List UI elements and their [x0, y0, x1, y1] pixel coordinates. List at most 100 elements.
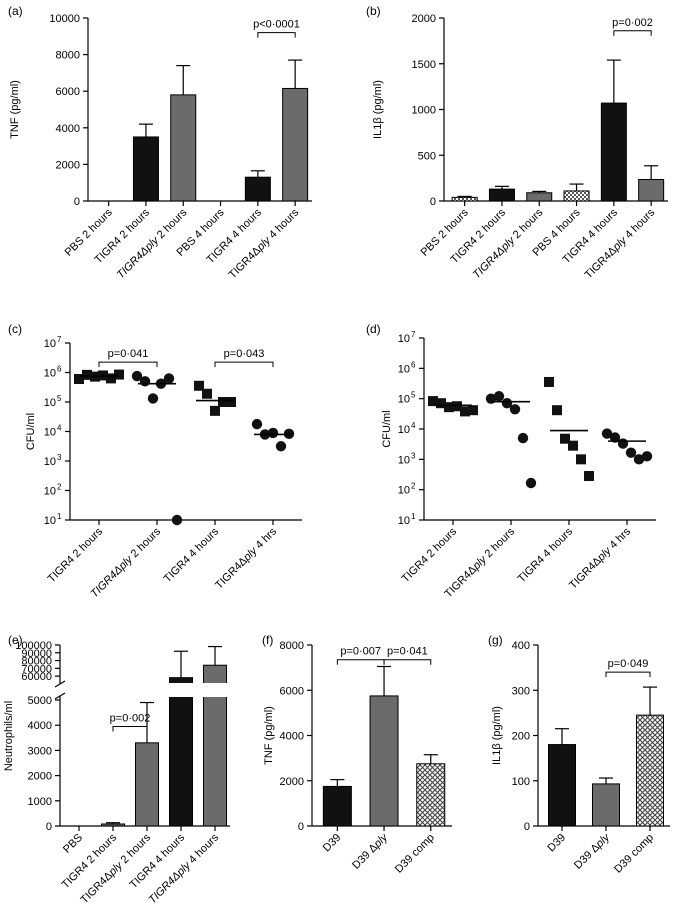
y-tick-label: 6000 [280, 685, 304, 697]
data-point [601, 428, 613, 439]
y-tick-label: 10 [44, 397, 56, 409]
panel-label: (f) [262, 633, 273, 647]
significance-bracket [98, 361, 158, 368]
p-value-label: p=0·002 [612, 17, 653, 29]
y-tick-label: 10 [398, 454, 410, 466]
data-point [517, 432, 529, 444]
y-tick-label: 4000 [28, 720, 52, 732]
y-tick-label: 10 [44, 515, 56, 527]
bar-break-gap [167, 683, 195, 697]
y-tick-exponent: 7 [57, 335, 62, 344]
y-tick-label: 10 [44, 368, 56, 380]
y-tick-exponent: 4 [57, 424, 62, 433]
y-tick-label: 10 [398, 363, 410, 375]
y-tick-label: 5000 [28, 695, 52, 707]
data-point [584, 471, 594, 482]
data-point [202, 388, 212, 399]
panel-label: (c) [8, 322, 22, 336]
y-tick-label: 2000 [28, 771, 52, 783]
data-point [139, 376, 151, 387]
significance-bracket [257, 32, 296, 38]
panel-label: (e) [8, 633, 23, 647]
y-tick-label: 0 [46, 821, 52, 833]
p-value-label: p=0·049 [608, 658, 649, 670]
data-point [82, 369, 92, 380]
bar [638, 178, 665, 202]
x-tick-label: TIGR4 2 hours [400, 525, 460, 585]
p-value-label: p=0·043 [224, 348, 265, 360]
data-point [501, 398, 513, 409]
data-point [163, 373, 175, 384]
y-tick-exponent: 4 [411, 421, 416, 430]
chart-panel-e: (e)Neutrophils/ml60000700008000090000100… [3, 633, 230, 906]
data-point [609, 432, 621, 443]
panel-label: (d) [366, 322, 381, 336]
axis-break-mark [54, 692, 66, 700]
y-tick-label: 100000 [15, 640, 52, 652]
y-tick-label: 90000 [21, 648, 52, 660]
bar [244, 176, 271, 202]
y-tick-label: 3000 [28, 745, 52, 757]
data-point [617, 438, 629, 449]
x-tick-label: TIGR4Δply 4 hours [583, 206, 658, 281]
x-tick-label: D39 [321, 832, 344, 855]
y-tick-label: 2000 [56, 159, 80, 171]
data-point [625, 447, 637, 458]
y-tick-exponent: 3 [411, 451, 416, 460]
x-tick-label: PBS [61, 832, 85, 856]
y-axis-label: CFU/ml [25, 413, 37, 450]
data-point [460, 406, 470, 417]
data-point [576, 454, 586, 465]
data-point [131, 370, 143, 382]
data-point [194, 380, 204, 391]
y-tick-label: 10 [44, 456, 56, 468]
y-tick-exponent: 7 [411, 330, 416, 339]
y-tick-label: 60000 [21, 671, 52, 683]
bar [132, 136, 159, 202]
data-point [226, 397, 236, 407]
data-point [552, 405, 562, 416]
y-tick-label: 1000 [28, 796, 52, 808]
bar [548, 744, 576, 827]
data-point [560, 433, 570, 444]
y-tick-label: 10 [44, 338, 56, 350]
y-tick-label: 10 [398, 515, 410, 527]
y-tick-label: 2000 [412, 13, 436, 25]
x-tick-label: D39 Δply [350, 831, 391, 872]
x-tick-label: TIGR4 4 hours [162, 525, 222, 585]
y-tick-label: 500 [418, 150, 436, 162]
bar [170, 94, 197, 202]
data-point [452, 401, 462, 412]
bar [526, 192, 553, 202]
data-point [544, 376, 554, 387]
y-tick-label: 70000 [21, 663, 52, 675]
y-tick-label: 0 [298, 821, 304, 833]
y-axis-label: CFU/ml [381, 410, 393, 447]
panel-label: (b) [366, 4, 381, 18]
bar [135, 742, 159, 827]
bar [101, 823, 125, 827]
x-tick-label: TIGR4Δply 4 hrs [213, 525, 279, 591]
y-tick-label: 0 [74, 196, 80, 208]
y-tick-label: 0 [524, 821, 530, 833]
y-tick-label: 10 [398, 424, 410, 436]
data-point [106, 373, 116, 384]
x-tick-label: TIGR4Δply 4 hrs [567, 525, 633, 591]
significance-bracket [112, 725, 148, 732]
bar-break-gap [201, 683, 229, 697]
y-tick-label: 300 [512, 685, 530, 697]
y-tick-label: 10 [398, 333, 410, 345]
data-point [436, 398, 446, 409]
y-tick-exponent: 6 [57, 365, 62, 374]
x-tick-label: D39 Δply [572, 831, 613, 872]
p-value-label: p=0·002 [110, 712, 151, 724]
y-tick-exponent: 3 [57, 453, 62, 462]
data-point [147, 393, 159, 404]
y-tick-label: 1000 [412, 105, 436, 117]
bar [563, 190, 590, 202]
bar [488, 188, 515, 202]
p-value-label: p=0·041 [387, 646, 428, 658]
p-value-label: p=0·041 [108, 348, 149, 360]
